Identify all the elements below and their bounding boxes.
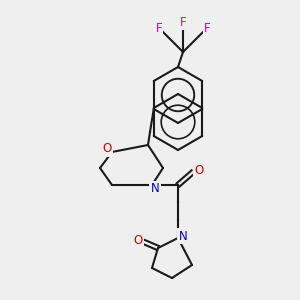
Text: F: F xyxy=(204,22,210,34)
Text: F: F xyxy=(156,22,162,34)
Text: O: O xyxy=(102,142,112,155)
Text: O: O xyxy=(194,164,204,176)
Text: O: O xyxy=(134,233,142,247)
Text: N: N xyxy=(151,182,159,196)
Text: F: F xyxy=(180,16,186,28)
Text: N: N xyxy=(178,230,188,242)
